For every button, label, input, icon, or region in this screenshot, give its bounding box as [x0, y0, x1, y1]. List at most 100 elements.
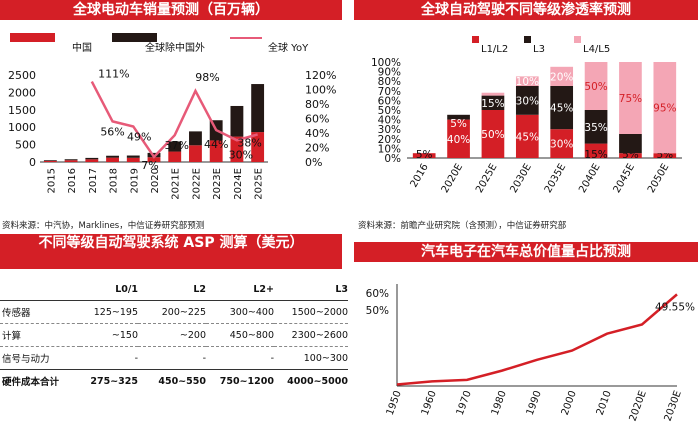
- bar-china: [126, 157, 140, 162]
- bar-china: [43, 160, 57, 162]
- total-label: 硬件成本合计: [0, 369, 80, 392]
- asp-header-l3: L3: [274, 278, 348, 301]
- stacked-bar-segment: [515, 114, 539, 158]
- x-tick-label: 2020E: [628, 389, 649, 423]
- autonomy-penetration-source: 资料来源：前瞻产业研究院（含预测），中信证券研究部: [358, 221, 567, 231]
- cell: ~200: [138, 323, 206, 347]
- stacked-bar-segment: [481, 92, 505, 96]
- data-label: 50%: [481, 129, 504, 141]
- y-tick-label: 70%: [378, 86, 401, 98]
- cell: 125~195: [80, 300, 138, 324]
- legend-label: L1/L2: [481, 44, 508, 55]
- table-row: 信号与动力 - - - 100~300: [0, 347, 348, 370]
- asp-header-l2: L2: [138, 278, 206, 301]
- data-label: 15%: [481, 98, 504, 110]
- yoy-data-label: 56%: [100, 125, 124, 138]
- stacked-bar-segment: [515, 86, 539, 115]
- stacked-bar-segment: [653, 62, 677, 154]
- legend-swatch: [524, 36, 531, 43]
- y-tick-label: 0: [29, 156, 36, 169]
- bar-china: [64, 160, 78, 162]
- y2-tick-label: 0%: [305, 156, 322, 169]
- data-label: 75%: [619, 93, 642, 105]
- cell: 1500~2000: [274, 300, 348, 324]
- cell: 450~800: [206, 323, 274, 347]
- bar-china: [85, 159, 99, 162]
- x-tick-label: 1970: [455, 389, 474, 417]
- total-cell: 275~325: [80, 369, 138, 392]
- stacked-bar-segment: [619, 153, 642, 158]
- x-tick-label: 1980: [490, 389, 509, 417]
- total-cell: 750~1200: [206, 369, 274, 392]
- ev-sales-panel: 全球电动车销量预测（百万辆） 中国 全球除中国外 全球 YoY 0 500 1000 150…: [0, 0, 348, 232]
- asp-table: L0/1 L2 L2+ L3 传感器 125~195 200~225 300~4…: [0, 278, 348, 392]
- y2-tick-label: 20%: [305, 142, 329, 155]
- legend-label: 中国: [72, 41, 92, 54]
- bar-ex-china: [168, 141, 182, 152]
- data-label: 50%: [584, 81, 607, 93]
- x-tick-label: 2018: [109, 168, 120, 193]
- cell: 300~400: [206, 300, 274, 324]
- y-tick-label: 1000: [8, 121, 36, 134]
- data-label: 20%: [550, 71, 573, 83]
- x-tick-label: 2010: [595, 389, 614, 417]
- stacked-bar-segment: [584, 110, 608, 144]
- stacked-bar-segment: [550, 66, 574, 86]
- bar-ex-china: [106, 155, 119, 158]
- stacked-bar-segment: [584, 143, 608, 158]
- yoy-data-label: 111%: [98, 68, 129, 81]
- yoy-line: [90, 80, 258, 159]
- stacked-bar-segment: [584, 62, 608, 110]
- data-label: 5%: [416, 149, 433, 161]
- asp-header-blank: [0, 278, 80, 301]
- y2-tick-label: 80%: [305, 98, 329, 111]
- y-tick-label: 0%: [384, 153, 401, 165]
- share-line: [396, 293, 678, 386]
- bar-china: [189, 145, 202, 162]
- x-tick-label: 2021E: [171, 168, 182, 200]
- legend-label: L3: [533, 44, 545, 55]
- legend-swatch: [472, 36, 479, 43]
- x-tick-label: 2017: [88, 168, 99, 193]
- y-tick-label: 80%: [378, 76, 401, 88]
- x-tick-label: 2016: [67, 168, 78, 193]
- stacked-bar-segment: [653, 153, 677, 158]
- asp-title: 不同等级自动驾驶系统 ASP 测算（美元）: [0, 234, 342, 269]
- legend-label: L4/L5: [583, 44, 610, 55]
- bar-china: [168, 151, 182, 162]
- asp-header-row: L0/1 L2 L2+ L3: [0, 278, 348, 301]
- y-tick-label: 20%: [378, 134, 401, 146]
- bar-ex-china: [189, 131, 202, 146]
- data-label: 10%: [516, 76, 539, 88]
- legend-label: 全球 YoY: [268, 41, 309, 54]
- cell: 100~300: [303, 352, 348, 364]
- bar-china: [230, 136, 244, 162]
- cell: ~150: [80, 323, 138, 347]
- legend-label: 全球除中国外: [145, 41, 205, 54]
- y-tick-label: 60%: [366, 288, 389, 300]
- ev-sales-title: 全球电动车销量预测（百万辆）: [0, 0, 342, 20]
- x-tick-label: 2030E: [508, 162, 533, 195]
- bar-china: [147, 157, 161, 162]
- end-data-label: 49.55%: [655, 301, 695, 313]
- x-tick-label: 2019: [129, 168, 140, 193]
- row-label: 计算: [0, 323, 80, 347]
- ev-sales-source: 资料来源：中汽协，Marklines，中信证券研究部预测: [2, 221, 205, 231]
- x-tick-label: 2025E: [474, 162, 499, 195]
- y2-tick-label: 100%: [305, 84, 336, 97]
- bar-ex-china: [230, 105, 244, 137]
- yoy-data-label: 37%: [165, 139, 189, 152]
- asp-header-l2plus: L2+: [206, 278, 274, 301]
- yoy-data-label: 44%: [204, 138, 228, 151]
- x-tick-label: 2020E: [440, 162, 465, 195]
- data-label: 95%: [653, 103, 676, 115]
- x-tick-label: 2040E: [577, 162, 602, 195]
- bar-ex-china: [85, 157, 99, 160]
- x-tick-label: 2035E: [543, 162, 568, 195]
- y-tick-label: 50%: [366, 305, 389, 317]
- x-tick-label: 2015: [46, 168, 57, 193]
- data-label: 40%: [447, 134, 470, 146]
- y-tick-label: 10%: [378, 143, 401, 155]
- y-tick-label: 2000: [8, 86, 36, 99]
- x-tick-label: 2000: [560, 389, 579, 417]
